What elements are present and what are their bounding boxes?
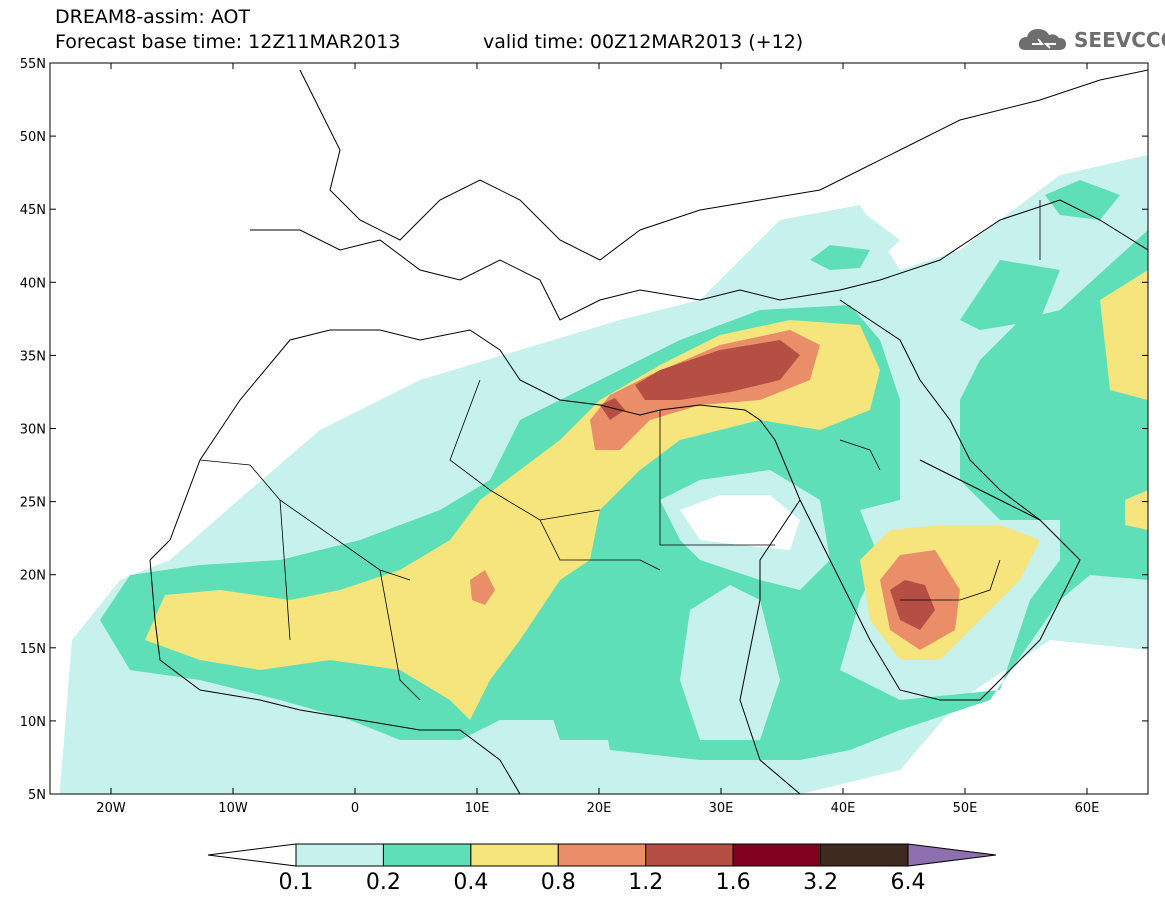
aot-gap-sudan-white [680,495,800,550]
aot-band-0.2-c [810,245,870,270]
chart-title-product: DREAM8-assim: AOT [55,6,251,28]
chart-valid-time: valid time: 00Z12MAR2013 (+12) [483,31,804,53]
colorbar-label: 0.8 [540,870,576,895]
aot-field [50,63,1148,794]
colorbar-label: 0.2 [365,870,401,895]
colorbar-label: 1.6 [715,870,751,895]
aot-band-0.2-d [1045,180,1120,220]
country-borders [199,200,1041,701]
lon-label-20E: 20E [587,801,612,816]
aot-band-0.4 [145,320,880,720]
aot-band-0.4-iran [1100,270,1148,400]
colorbar-swatch [557,843,647,867]
lon-label-0: 0 [351,801,359,816]
colorbar-label: 1.2 [628,870,664,895]
lat-label-40N: 40N [20,276,46,291]
lat-label-30N: 30N [20,423,46,438]
lon-label-30E: 30E [709,801,734,816]
colorbar-label: 0.4 [453,870,489,895]
logo-text: SEEVCCC [1074,28,1165,52]
colorbar-swatch [295,843,384,867]
aot-band-0.2-b [960,260,1060,330]
lat-label-35N: 35N [20,349,46,364]
aot-band-1.2-b [600,398,625,420]
lon-label-20W: 20W [96,801,126,816]
aot-band-1.2 [635,340,800,400]
colorbar-high-arrow [907,843,997,867]
lon-label-60E: 60E [1075,801,1100,816]
lat-label-45N: 45N [20,203,46,218]
colorbar-low-arrow [207,843,297,867]
colorbar-swatch [732,843,822,867]
seevccc-logo: SEEVCCC [1016,22,1165,58]
coastlines [149,69,1148,794]
lat-label-50N: 50N [20,130,46,145]
aot-band-0.8-niger [470,570,495,605]
colorbar-label: 6.4 [890,870,926,895]
axis-ticks [50,62,1148,795]
lon-label-40E: 40E [831,801,856,816]
aot-band-0.4-oman [1125,490,1148,530]
colorbar-swatch [820,843,909,867]
longitude-labels: 20W 10W 0 10E 20E 30E 40E 50E 60E [96,801,1099,816]
cloud-icon [1018,29,1066,50]
colorbar-swatch [645,843,734,867]
lon-label-50E: 50E [953,801,978,816]
lon-label-10E: 10E [465,801,490,816]
colorbar [207,843,997,867]
lat-label-5N: 5N [28,788,46,803]
colorbar-label: 0.1 [278,870,314,895]
colorbar-swatch [382,843,472,867]
lat-label-10N: 10N [20,715,46,730]
chart-title-base-time: Forecast base time: 12Z11MAR2013 [55,31,401,53]
colorbar-swatch [470,843,559,867]
colorbar-label: 3.2 [803,870,839,895]
lat-label-55N: 55N [20,57,46,72]
aot-band-0.2-e [540,560,640,740]
lon-label-10W: 10W [218,801,248,816]
lat-label-15N: 15N [20,642,46,657]
lat-label-25N: 25N [20,496,46,511]
latitude-labels: 55N 50N 45N 40N 35N 30N 25N 20N 15N 10N 5N [20,57,46,803]
lat-label-20N: 20N [20,569,46,584]
aot-band-1.2-yemen [890,580,935,630]
